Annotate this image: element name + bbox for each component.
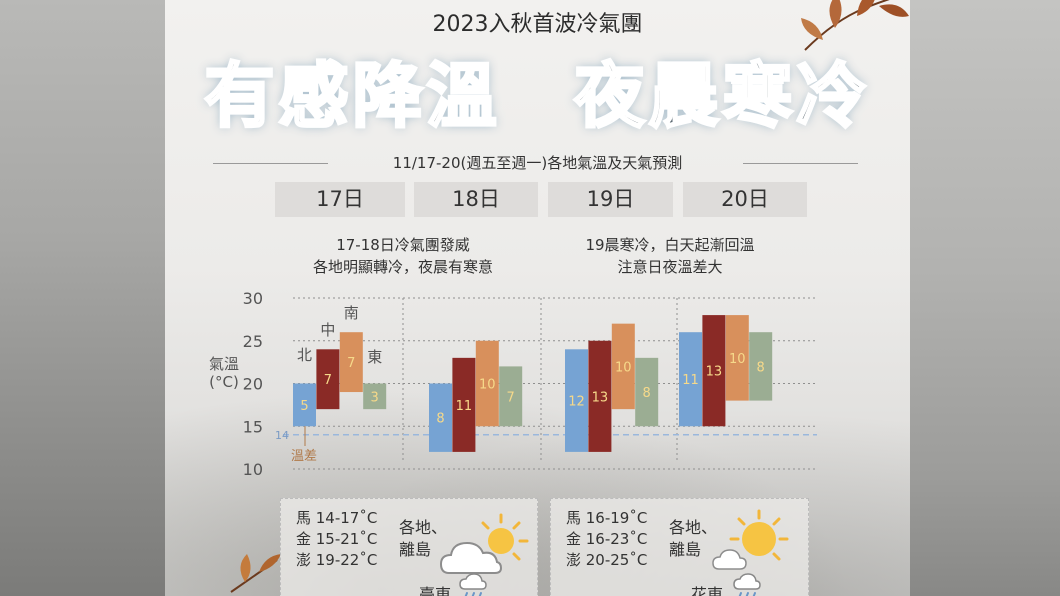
island-temp-matsu-1: 馬 14-17˚C <box>296 509 378 527</box>
bar-value-label: 5 <box>300 399 308 414</box>
region-label-2: 各地、 離島 <box>669 517 717 561</box>
day-tab-18: 18日 <box>414 182 538 217</box>
region-line-2b: 離島 <box>669 540 702 559</box>
bar-4-2 <box>499 366 523 427</box>
divider-right <box>743 163 858 164</box>
island-temp-matsu-2: 馬 16-19˚C <box>566 509 648 527</box>
bar-3-4 <box>725 315 749 401</box>
y-axis-label-text: 氣溫 (°C) <box>209 355 240 391</box>
bar-value-label: 10 <box>615 360 632 375</box>
sunny-cloudy-icon <box>712 509 789 570</box>
note-left: 17-18日冷氣團發威 各地明顯轉冷，夜晨有寒意 <box>283 234 523 278</box>
bar-2-3 <box>588 340 612 452</box>
region-line-2a: 各地、 <box>669 518 718 537</box>
bar-3-2 <box>475 340 499 427</box>
autumn-leaf-icon <box>801 0 909 51</box>
bar-value-label: 13 <box>592 390 609 405</box>
bar-value-label: 7 <box>347 356 355 371</box>
poster: 2023入秋首波冷氣團 有感降溫 夜晨寒冷 11/17-20(週五至週一)各地氣… <box>165 0 910 596</box>
y-tick-label: 30 <box>243 289 263 308</box>
y-axis-label: 氣溫 (°C) <box>209 355 239 391</box>
day-tab-19: 19日 <box>548 182 673 217</box>
legend-label-4: 東 <box>367 348 382 366</box>
day-tab-20: 20日 <box>683 182 807 217</box>
island-temp-penghu-2: 澎 20-25˚C <box>566 551 648 569</box>
date-range-title: 11/17-20(週五至週一)各地氣溫及天氣預測 <box>392 154 683 172</box>
note-left-line-1: 17-18日冷氣團發威 <box>336 236 470 254</box>
bar-4-3 <box>635 357 659 427</box>
range-annotation: 溫差 <box>291 449 317 464</box>
region-label-1: 各地、 離島 <box>399 517 447 561</box>
bar-1-3 <box>565 349 588 452</box>
bar-3-3 <box>611 323 635 410</box>
divider-left <box>213 163 328 164</box>
bar-value-label: 12 <box>568 395 585 410</box>
bar-value-label: 8 <box>643 386 651 401</box>
bar-1-2 <box>429 383 452 452</box>
main-title: 有感降溫 夜晨寒冷 <box>203 54 871 139</box>
region-line-1a: 各地、 <box>399 518 448 537</box>
bar-2-1 <box>316 349 340 410</box>
bar-1-1 <box>293 383 316 427</box>
bar-value-label: 3 <box>371 390 379 405</box>
y-tick-label: 10 <box>243 460 263 479</box>
y-tick-label: 25 <box>243 332 263 351</box>
bar-2-2 <box>452 357 476 452</box>
note-right-line-1: 19晨寒冷，白天起漸回溫 <box>585 236 755 254</box>
bar-value-label: 11 <box>682 373 699 388</box>
bar-value-label: 13 <box>706 365 723 380</box>
bar-4-4 <box>749 332 773 401</box>
note-right: 19晨寒冷，白天起漸回溫 注意日夜溫差大 <box>555 234 785 278</box>
station-label-1: 臺東 <box>419 585 452 596</box>
bar-value-label: 8 <box>436 412 444 427</box>
island-temp-penghu-1: 澎 19-22˚C <box>296 551 378 569</box>
rain-icon <box>733 573 761 596</box>
forecast-panel-1: 馬 14-17˚C 金 15-21˚C 澎 19-22˚C 各地、 離島 臺東 <box>280 498 538 596</box>
station-label-2: 花東 <box>691 585 724 596</box>
y-tick-label: 15 <box>243 417 263 436</box>
bar-value-label: 11 <box>456 399 473 414</box>
headline-top: 2023入秋首波冷氣團 <box>432 12 643 37</box>
temperature-range-chart: 10 15 20 25 30 14 5 8 12 11 7 11 13 13 7 10 10 10 3 7 8 8 北中南東… <box>243 289 817 479</box>
bar-value-label: 10 <box>729 352 746 367</box>
partly-cloudy-icon <box>439 513 529 574</box>
bar-3-1 <box>339 332 363 393</box>
island-temp-kinmen-1: 金 15-21˚C <box>296 530 378 548</box>
legend-label-2: 中 <box>320 321 335 339</box>
y-tick-label: 20 <box>243 375 263 394</box>
reference-line-label: 14 <box>275 429 289 442</box>
bar-value-label: 7 <box>507 390 515 405</box>
bar-value-label: 8 <box>757 360 765 375</box>
legend-label-3: 南 <box>344 304 359 322</box>
note-right-line-2: 注意日夜溫差大 <box>617 258 723 276</box>
island-temp-kinmen-2: 金 16-23˚C <box>566 530 648 548</box>
bar-1-4 <box>679 332 702 427</box>
bar-value-label: 7 <box>324 373 332 388</box>
bar-2-4 <box>702 315 726 427</box>
bar-4-1 <box>363 383 387 410</box>
background-right <box>910 0 1060 596</box>
day-tab-17: 17日 <box>275 182 405 217</box>
bar-value-label: 10 <box>479 378 496 393</box>
note-left-line-2: 各地明顯轉冷，夜晨有寒意 <box>312 258 493 276</box>
legend-label-1: 北 <box>297 346 312 364</box>
background-left <box>0 0 165 596</box>
region-line-1b: 離島 <box>399 540 432 559</box>
island-temps-2: 馬 16-19˚C 金 16-23˚C 澎 20-25˚C <box>566 508 647 571</box>
island-temps-1: 馬 14-17˚C 金 15-21˚C 澎 19-22˚C <box>296 508 377 571</box>
forecast-panel-2: 馬 16-19˚C 金 16-23˚C 澎 20-25˚C 各地、 離島 花東 <box>550 498 809 596</box>
rain-icon <box>459 573 487 596</box>
autumn-leaf-icon <box>230 554 281 593</box>
